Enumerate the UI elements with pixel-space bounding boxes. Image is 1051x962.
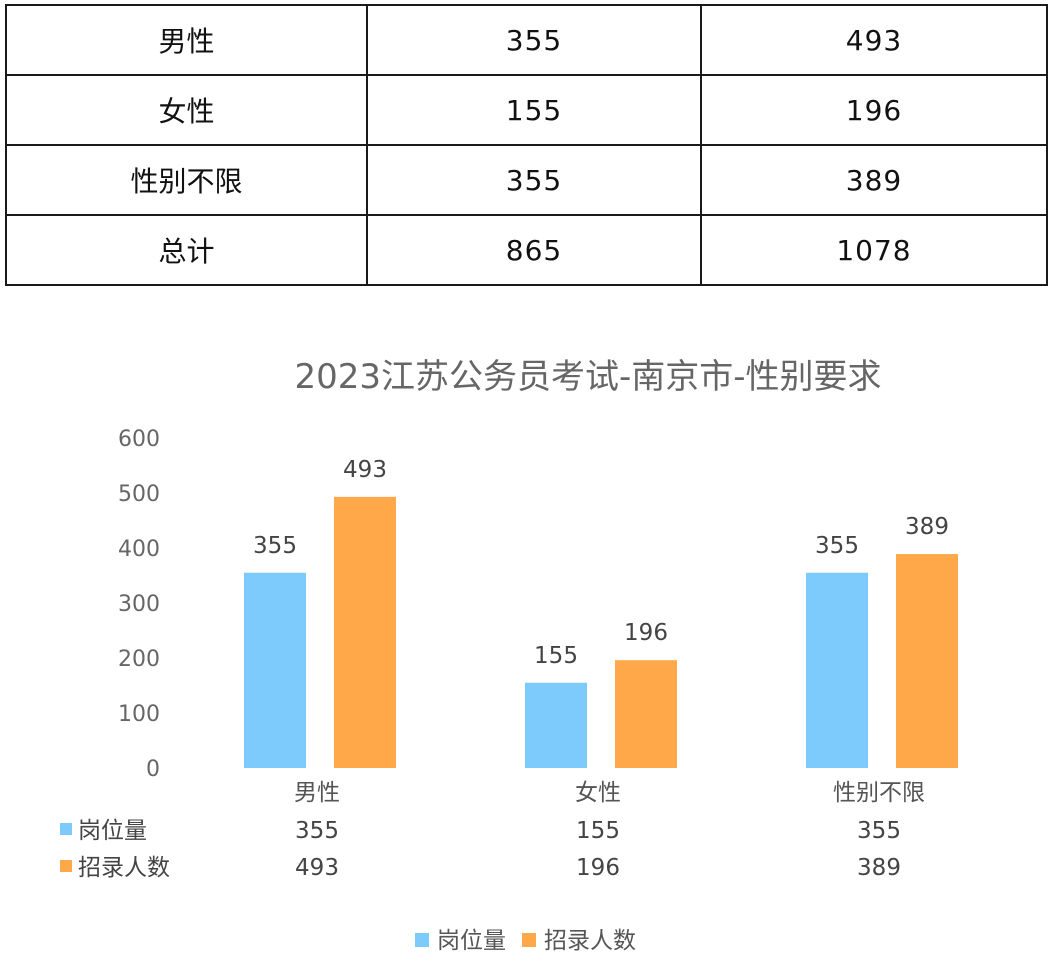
summary-table: 男性 355 493 女性 155 196 性别不限 355 389 总计 865 1078 — [5, 4, 1048, 286]
bar-positions — [244, 572, 306, 768]
category-label: 性别不限 — [833, 780, 925, 806]
row-label-cell: 总计 — [5, 214, 368, 286]
data-table-value: 196 — [576, 855, 620, 881]
data-table-value: 355 — [857, 818, 901, 844]
table-row: 男性 355 493 — [5, 4, 1048, 76]
y-tick-label: 100 — [118, 702, 160, 727]
data-table-value: 493 — [295, 855, 339, 881]
data-table-legend-key — [60, 860, 72, 872]
legend-swatch — [415, 933, 429, 947]
data-label: 493 — [343, 457, 387, 483]
row-label-cell: 女性 — [5, 74, 368, 146]
legend-label: 岗位量 — [437, 928, 506, 954]
y-tick-label: 600 — [118, 427, 160, 452]
bar-positions — [525, 682, 587, 768]
row-label-cell: 性别不限 — [5, 144, 368, 216]
recruits-cell: 493 — [700, 4, 1048, 76]
data-label: 355 — [253, 533, 297, 559]
positions-cell: 155 — [366, 74, 702, 146]
y-tick-label: 500 — [118, 482, 160, 507]
legend-swatch — [522, 933, 536, 947]
y-tick-label: 200 — [118, 647, 160, 672]
y-tick-label: 0 — [146, 757, 160, 782]
data-label: 196 — [624, 620, 668, 646]
data-label: 389 — [905, 514, 949, 540]
bar-recruits — [615, 660, 677, 768]
positions-cell: 355 — [366, 4, 702, 76]
table-row: 性别不限 355 389 — [5, 144, 1048, 216]
recruits-cell: 389 — [700, 144, 1048, 216]
data-table-series-name: 招录人数 — [78, 855, 170, 881]
category-label: 女性 — [575, 780, 621, 806]
data-table-value: 355 — [295, 818, 339, 844]
data-table-legend-key — [60, 823, 72, 835]
data-table-value: 389 — [857, 855, 901, 881]
chart-title: 2023江苏公务员考试-南京市-性别要求 — [294, 357, 881, 397]
category-label: 男性 — [294, 780, 340, 806]
data-label: 155 — [534, 643, 578, 669]
positions-cell: 865 — [366, 214, 702, 286]
bar-recruits — [334, 496, 396, 768]
recruits-cell: 1078 — [700, 214, 1048, 286]
data-label: 355 — [815, 533, 859, 559]
y-tick-label: 400 — [118, 537, 160, 562]
y-tick-label: 300 — [118, 592, 160, 617]
legend-label: 招录人数 — [544, 928, 636, 954]
bar-positions — [806, 572, 868, 768]
table-row: 女性 155 196 — [5, 74, 1048, 146]
row-label-cell: 男性 — [5, 4, 368, 76]
bar-recruits — [896, 554, 958, 768]
data-table-value: 155 — [576, 818, 620, 844]
data-table-series-name: 岗位量 — [78, 818, 147, 844]
recruits-cell: 196 — [700, 74, 1048, 146]
positions-cell: 355 — [366, 144, 702, 216]
table-row: 总计 865 1078 — [5, 214, 1048, 286]
